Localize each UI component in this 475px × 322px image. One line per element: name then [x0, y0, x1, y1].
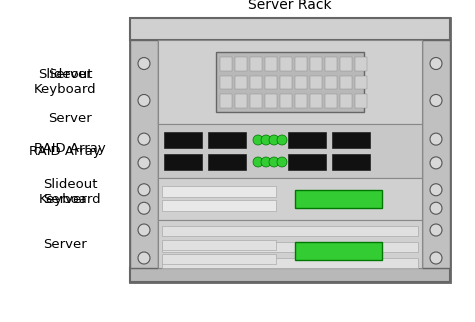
Bar	[265, 57, 277, 71]
Bar	[220, 76, 232, 89]
Circle shape	[138, 58, 150, 70]
Bar	[332, 154, 370, 170]
Bar	[310, 76, 322, 89]
Bar	[280, 76, 292, 89]
Bar	[325, 76, 337, 89]
Text: Server: Server	[43, 193, 87, 205]
Bar	[340, 76, 352, 89]
Circle shape	[430, 184, 442, 196]
Text: Slideout
Keyboard: Slideout Keyboard	[34, 68, 96, 96]
Bar	[130, 18, 450, 282]
Bar	[220, 94, 232, 108]
Circle shape	[269, 135, 279, 145]
Bar	[340, 57, 352, 71]
Text: Server Rack: Server Rack	[248, 0, 332, 12]
Circle shape	[430, 133, 442, 145]
Bar	[162, 186, 276, 197]
Bar	[288, 132, 326, 148]
Bar	[164, 132, 202, 148]
Circle shape	[269, 157, 279, 167]
Circle shape	[430, 224, 442, 236]
Bar	[162, 254, 276, 264]
Bar	[250, 76, 262, 89]
Bar	[250, 94, 262, 108]
Bar	[235, 57, 247, 71]
Bar	[162, 226, 418, 236]
Bar	[295, 57, 307, 71]
Circle shape	[430, 94, 442, 107]
Circle shape	[138, 184, 150, 196]
Bar	[340, 94, 352, 108]
Circle shape	[430, 202, 442, 214]
Bar	[355, 57, 367, 71]
Bar	[325, 57, 337, 71]
Bar	[355, 76, 367, 89]
Circle shape	[430, 252, 442, 264]
Bar	[130, 40, 158, 268]
Circle shape	[138, 133, 150, 145]
Text: RAID Array: RAID Array	[34, 141, 106, 155]
Circle shape	[430, 157, 442, 169]
Bar	[295, 242, 382, 260]
Bar	[130, 268, 450, 282]
Circle shape	[138, 224, 150, 236]
Bar	[208, 132, 246, 148]
Bar	[162, 200, 276, 211]
Bar	[250, 57, 262, 71]
Bar	[310, 57, 322, 71]
Bar	[265, 94, 277, 108]
Bar	[235, 94, 247, 108]
Bar	[295, 76, 307, 89]
Circle shape	[277, 157, 287, 167]
Text: Slideout
Keyboard: Slideout Keyboard	[38, 178, 101, 206]
Circle shape	[253, 157, 263, 167]
Bar	[216, 52, 364, 112]
Bar	[158, 178, 422, 220]
Bar	[295, 190, 382, 208]
Bar	[130, 18, 450, 40]
Bar	[162, 240, 276, 250]
Circle shape	[138, 252, 150, 264]
Bar	[310, 94, 322, 108]
Bar	[158, 220, 422, 268]
Text: Server: Server	[43, 238, 87, 251]
Bar	[265, 76, 277, 89]
Circle shape	[253, 135, 263, 145]
Bar	[280, 57, 292, 71]
Circle shape	[430, 58, 442, 70]
Bar	[325, 94, 337, 108]
Circle shape	[138, 157, 150, 169]
Circle shape	[138, 202, 150, 214]
Bar	[162, 258, 418, 268]
Bar	[158, 40, 422, 124]
Bar	[162, 242, 418, 252]
Circle shape	[277, 135, 287, 145]
Text: RAID Array: RAID Array	[29, 145, 101, 157]
Bar	[220, 57, 232, 71]
Bar	[295, 94, 307, 108]
Bar	[208, 154, 246, 170]
Text: Server: Server	[48, 68, 92, 80]
Bar	[280, 94, 292, 108]
Bar	[158, 124, 422, 178]
Bar	[288, 154, 326, 170]
Circle shape	[138, 94, 150, 107]
Text: Server: Server	[48, 111, 92, 125]
Circle shape	[261, 157, 271, 167]
Circle shape	[261, 135, 271, 145]
Bar	[355, 94, 367, 108]
Bar	[332, 132, 370, 148]
Bar	[422, 40, 450, 268]
Bar	[164, 154, 202, 170]
Bar	[235, 76, 247, 89]
